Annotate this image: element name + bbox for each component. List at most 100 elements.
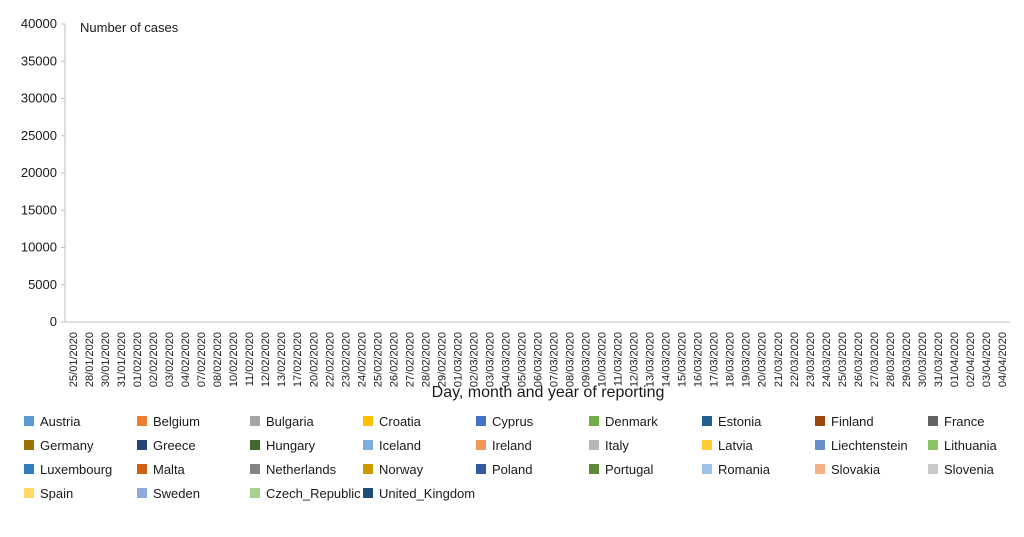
legend-label: Malta [153, 461, 185, 477]
legend-label: Austria [40, 413, 81, 429]
legend-item: Cyprus [476, 412, 533, 430]
legend: Austria Belgium Bulgaria Croatia Cyprus Denma… [24, 412, 1014, 532]
legend-swatch [815, 440, 825, 450]
legend-label: Estonia [718, 413, 762, 429]
legend-swatch [250, 416, 260, 426]
legend-item: Sweden [137, 484, 200, 502]
x-tick-label: 25/02/2020 [372, 332, 384, 387]
legend-swatch [928, 416, 938, 426]
x-tick-label: 08/02/2020 [212, 332, 224, 387]
x-tick-label: 28/01/2020 [84, 332, 96, 387]
legend-item: Ireland [476, 436, 532, 454]
x-tick-label: 08/03/2020 [565, 332, 577, 387]
x-tick-label: 18/03/2020 [725, 332, 737, 387]
y-axis: 0 5000 10000 15000 20000 25000 30000 35000 40000 [21, 16, 66, 329]
x-tick-label: 10/03/2020 [597, 332, 609, 387]
legend-swatch [250, 440, 260, 450]
legend-label: Liechtenstein [831, 437, 908, 453]
legend-label: Latvia [718, 437, 753, 453]
legend-swatch [363, 440, 373, 450]
legend-swatch [476, 464, 486, 474]
legend-item: Spain [24, 484, 73, 502]
x-axis-label: Day, month and year of reporting [432, 384, 665, 401]
x-tick-label: 20/03/2020 [757, 332, 769, 387]
x-tick-label: 31/01/2020 [116, 332, 128, 387]
legend-item: Latvia [702, 436, 753, 454]
legend-label: Lithuania [944, 437, 997, 453]
x-tick-label: 01/04/2020 [949, 332, 961, 387]
x-tick-label: 04/04/2020 [997, 332, 1009, 387]
legend-item: Norway [363, 460, 423, 478]
x-tick-label: 13/03/2020 [645, 332, 657, 387]
legend-label: Greece [153, 437, 196, 453]
legend-label: Norway [379, 461, 424, 477]
x-tick-label: 26/03/2020 [853, 332, 865, 387]
legend-label: Germany [40, 437, 94, 453]
legend-item: France [928, 412, 984, 430]
legend-label: Ireland [492, 437, 532, 453]
legend-swatch [137, 440, 147, 450]
x-tick-label: 28/02/2020 [420, 332, 432, 387]
x-axis: 25/01/2020 28/01/2020 30/01/2020 31/01/2020… [65, 321, 1010, 387]
x-tick-label: 03/03/2020 [484, 332, 496, 387]
x-tick-label: 25/03/2020 [837, 332, 849, 387]
legend-swatch [250, 488, 260, 498]
legend-swatch [589, 440, 599, 450]
x-tick-label: 04/03/2020 [500, 332, 512, 387]
legend-swatch [702, 464, 712, 474]
x-tick-label: 14/03/2020 [661, 332, 673, 387]
x-tick-label: 29/02/2020 [436, 332, 448, 387]
legend-label: Cyprus [492, 413, 534, 429]
x-tick-label: 17/02/2020 [292, 332, 304, 387]
legend-item: Belgium [137, 412, 200, 430]
legend-swatch [702, 416, 712, 426]
y-tick-label: 10000 [21, 240, 57, 255]
legend-item: Greece [137, 436, 196, 454]
legend-item: Estonia [702, 412, 761, 430]
x-tick-label: 24/03/2020 [821, 332, 833, 387]
y-tick-label: 30000 [21, 91, 57, 106]
legend-swatch [250, 464, 260, 474]
legend-label: Italy [605, 437, 629, 453]
legend-label: Sweden [153, 485, 200, 501]
legend-item: Bulgaria [250, 412, 314, 430]
legend-item: Slovakia [815, 460, 880, 478]
legend-item: Portugal [589, 460, 653, 478]
x-tick-label: 23/02/2020 [340, 332, 352, 387]
x-tick-label: 02/04/2020 [965, 332, 977, 387]
y-tick-label: 25000 [21, 128, 57, 143]
x-tick-label: 27/02/2020 [404, 332, 416, 387]
y-tick-label: 0 [50, 314, 57, 329]
x-tick-label: 30/01/2020 [100, 332, 112, 387]
legend-label: Poland [492, 461, 533, 477]
legend-label: Czech_Republic [266, 485, 361, 501]
legend-swatch [589, 464, 599, 474]
legend-swatch [363, 464, 373, 474]
y-tick-label: 20000 [21, 165, 57, 180]
legend-item: Liechtenstein [815, 436, 908, 454]
x-tick-label: 12/02/2020 [260, 332, 272, 387]
legend-label: Luxembourg [40, 461, 113, 477]
legend-item: Czech_Republic [250, 484, 361, 502]
x-tick-label: 24/02/2020 [356, 332, 368, 387]
x-tick-label: 20/02/2020 [308, 332, 320, 387]
x-tick-label: 09/03/2020 [581, 332, 593, 387]
legend-swatch [24, 440, 34, 450]
legend-item: Malta [137, 460, 185, 478]
x-tick-label: 01/03/2020 [452, 332, 464, 387]
legend-swatch [24, 416, 34, 426]
legend-label: Denmark [605, 413, 658, 429]
x-tick-label: 19/03/2020 [741, 332, 753, 387]
legend-label: Romania [718, 461, 771, 477]
legend-swatch [928, 464, 938, 474]
x-tick-label: 15/03/2020 [677, 332, 689, 387]
x-tick-label: 23/03/2020 [805, 332, 817, 387]
x-tick-label: 16/03/2020 [693, 332, 705, 387]
legend-swatch [589, 416, 599, 426]
legend-item: Netherlands [250, 460, 336, 478]
legend-item: Italy [589, 436, 629, 454]
x-tick-label: 07/03/2020 [549, 332, 561, 387]
legend-swatch [363, 488, 373, 498]
x-tick-label: 22/03/2020 [789, 332, 801, 387]
x-tick-label: 17/03/2020 [709, 332, 721, 387]
